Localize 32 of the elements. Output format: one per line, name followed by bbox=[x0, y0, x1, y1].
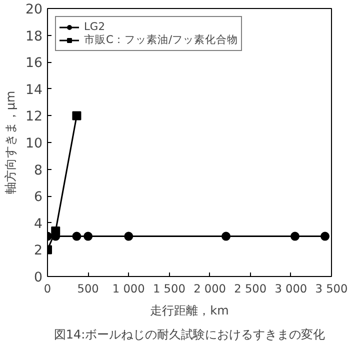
y-tick-label: 2 bbox=[34, 244, 43, 259]
y-axis-title: 軸方向すきま，μm bbox=[4, 90, 18, 194]
x-tick-label: 1 000 bbox=[112, 282, 145, 296]
x-tick-label: 2 000 bbox=[194, 282, 226, 296]
y-tick-label: 6 bbox=[34, 190, 43, 206]
y-tick-label: 20 bbox=[26, 2, 43, 18]
point bbox=[222, 232, 231, 241]
y-tick-label: 16 bbox=[26, 56, 43, 72]
y-tick-label: 14 bbox=[26, 82, 43, 98]
x-tick-label: 0 bbox=[44, 282, 52, 296]
point bbox=[51, 226, 60, 236]
point bbox=[320, 232, 330, 241]
legend-label: 市販C：フッ素油/フッ素化合物 bbox=[84, 33, 238, 47]
x-tick-label: 1 500 bbox=[153, 282, 186, 296]
y-tick-label: 8 bbox=[34, 163, 43, 178]
x-tick-label: 2 500 bbox=[234, 282, 267, 296]
x-tick-label: 500 bbox=[77, 282, 99, 296]
point bbox=[72, 232, 82, 241]
y-tick-label: 4 bbox=[34, 216, 43, 232]
caption: 図14:ボールねじの耐久試験におけるすきまの変化 bbox=[54, 328, 326, 342]
x-tick-label: 3 000 bbox=[274, 282, 308, 296]
point bbox=[290, 232, 300, 241]
x-tick-label: 3 500 bbox=[315, 282, 348, 296]
legend-label: LG2 bbox=[84, 20, 105, 33]
x-axis-title: 走行距離，km bbox=[150, 304, 229, 318]
point bbox=[72, 111, 82, 120]
y-tick-label: 0 bbox=[34, 270, 43, 286]
point bbox=[84, 232, 93, 241]
y-tick-label: 18 bbox=[26, 29, 43, 44]
y-tick-label: 12 bbox=[26, 110, 43, 125]
y-tick-label: 10 bbox=[26, 136, 43, 152]
point bbox=[124, 232, 134, 241]
